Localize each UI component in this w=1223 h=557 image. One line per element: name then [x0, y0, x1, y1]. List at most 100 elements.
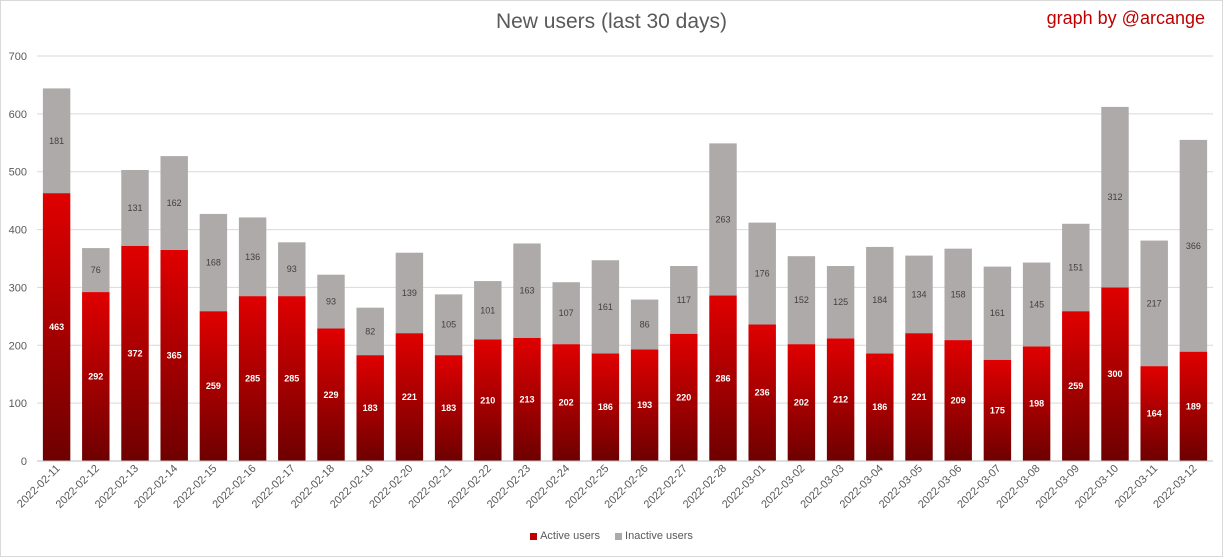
- bar-inactive: [591, 260, 620, 354]
- data-label-inactive: 86: [640, 319, 650, 329]
- bar-inactive: [199, 213, 228, 312]
- data-label-active: 202: [559, 398, 574, 408]
- data-label-inactive: 107: [559, 308, 574, 318]
- data-label-active: 164: [1147, 409, 1162, 419]
- bar-inactive: [552, 282, 580, 345]
- data-label-inactive: 125: [833, 297, 848, 307]
- data-label-active: 259: [206, 381, 221, 391]
- bar-active: [160, 249, 188, 461]
- bar-active: [395, 333, 424, 461]
- bar-inactive: [826, 266, 855, 339]
- data-label-inactive: 181: [49, 136, 64, 146]
- data-label-active: 286: [715, 373, 730, 383]
- bar-active: [199, 311, 228, 461]
- data-label-inactive: 168: [206, 258, 221, 268]
- bar-active: [983, 359, 1012, 461]
- bar-active: [552, 344, 580, 461]
- data-label-active: 372: [127, 348, 142, 358]
- y-tick-label: 100: [9, 398, 27, 410]
- data-label-active: 221: [911, 392, 926, 402]
- bar-inactive: [474, 281, 502, 340]
- chart-credit: graph by @arcange: [1046, 8, 1205, 28]
- data-label-inactive: 312: [1107, 192, 1122, 202]
- bar-inactive: [944, 248, 972, 341]
- bar-active: [1179, 351, 1208, 461]
- data-label-active: 221: [402, 392, 417, 402]
- bar-active: [1062, 311, 1090, 461]
- bar-active: [434, 355, 463, 461]
- data-label-active: 292: [88, 372, 103, 382]
- legend: Active users Inactive users: [0, 530, 1223, 542]
- legend-label-active: Active users: [540, 530, 600, 543]
- bar-active: [42, 193, 71, 461]
- legend-item-active: Active users: [530, 530, 600, 542]
- data-label-inactive: 136: [245, 252, 260, 262]
- data-label-active: 198: [1029, 399, 1044, 409]
- data-label-inactive: 93: [326, 297, 336, 307]
- bar-active: [1022, 346, 1051, 461]
- bar-active: [670, 333, 698, 461]
- bar-inactive: [1101, 106, 1129, 288]
- bar-active: [82, 292, 110, 461]
- bar-active: [944, 340, 972, 461]
- y-tick-label: 700: [9, 51, 27, 63]
- bar-active: [748, 324, 776, 461]
- bar-active: [630, 349, 659, 461]
- bar-active: [1140, 366, 1168, 461]
- legend-item-inactive: Inactive users: [615, 530, 693, 542]
- bar-inactive: [238, 217, 267, 297]
- bar-active: [787, 344, 816, 461]
- bar-inactive: [748, 222, 776, 325]
- bar-inactive: [121, 169, 149, 246]
- bar-active: [709, 295, 737, 461]
- bar-inactive: [866, 246, 894, 354]
- data-label-active: 189: [1186, 401, 1201, 411]
- bar-inactive: [983, 266, 1012, 360]
- bar-active: [905, 333, 933, 461]
- bar-inactive: [278, 242, 306, 297]
- data-label-inactive: 145: [1029, 299, 1044, 309]
- y-axis: 0 100 200 300 400 500 600 700: [9, 51, 27, 468]
- data-label-inactive: 176: [755, 269, 770, 279]
- data-label-inactive: 105: [441, 320, 456, 330]
- data-label-active: 213: [519, 394, 534, 404]
- bar-inactive: [160, 156, 188, 250]
- data-label-inactive: 217: [1147, 298, 1162, 308]
- data-label-active: 285: [245, 374, 260, 384]
- data-label-active: 285: [284, 374, 299, 384]
- legend-swatch-active: [530, 532, 538, 540]
- bar-inactive: [356, 307, 384, 356]
- data-label-inactive: 161: [990, 308, 1005, 318]
- bar-active: [278, 296, 306, 461]
- data-label-inactive: 151: [1068, 262, 1083, 272]
- legend-label-inactive: Inactive users: [625, 530, 693, 543]
- data-label-inactive: 158: [951, 289, 966, 299]
- data-label-active: 300: [1107, 369, 1122, 379]
- y-tick-label: 0: [21, 456, 27, 468]
- data-label-inactive: 184: [872, 295, 887, 305]
- bar-active: [866, 353, 894, 461]
- bar-active: [1101, 287, 1129, 461]
- bar-inactive: [82, 248, 110, 293]
- data-label-active: 209: [951, 396, 966, 406]
- data-label-active: 210: [480, 395, 495, 405]
- bar-inactive: [1140, 240, 1168, 367]
- y-tick-label: 400: [9, 225, 27, 237]
- bar-inactive: [670, 266, 698, 334]
- bar-inactive: [787, 256, 816, 345]
- data-label-active: 220: [676, 392, 691, 402]
- legend-swatch-inactive: [615, 532, 623, 540]
- data-label-inactive: 263: [715, 214, 730, 224]
- y-tick-label: 500: [9, 167, 27, 179]
- data-label-active: 183: [363, 403, 378, 413]
- bar-inactive: [1022, 262, 1051, 347]
- data-label-active: 365: [167, 350, 182, 360]
- data-label-inactive: 163: [519, 286, 534, 296]
- data-label-active: 175: [990, 405, 1005, 415]
- y-tick-label: 600: [9, 109, 27, 121]
- bar-inactive: [434, 294, 463, 356]
- data-label-active: 236: [755, 388, 770, 398]
- x-axis: 2022-02-112022-02-122022-02-132022-02-14…: [15, 460, 1213, 511]
- bar-inactive: [1179, 139, 1208, 352]
